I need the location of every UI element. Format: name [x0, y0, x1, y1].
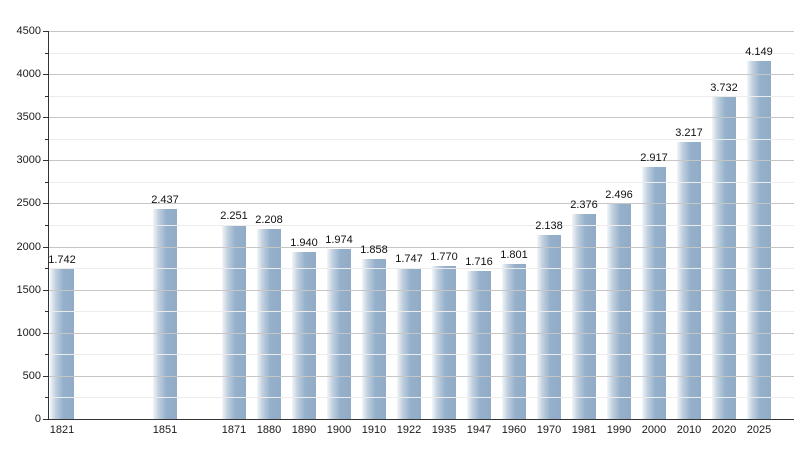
y-tick-750	[45, 354, 48, 355]
y-tick-3750	[45, 96, 48, 97]
x-tick-label-2000: 2000	[641, 424, 667, 436]
bar-1851	[153, 209, 177, 419]
y-tick-label-1000: 1000	[16, 327, 41, 339]
x-tick-label-1960: 1960	[501, 424, 527, 436]
x-tick-label-1922: 1922	[396, 424, 422, 436]
bar-value-label-1990: 2.496	[605, 189, 633, 201]
y-tick-250	[45, 397, 48, 398]
bar-value-label-1890: 1.940	[290, 237, 318, 249]
bar-value-label-1871: 2.251	[220, 210, 248, 222]
bar-1970	[537, 235, 561, 419]
bar-value-label-1821: 1.742	[48, 254, 76, 266]
bar-1900	[327, 249, 351, 419]
y-tick-1250	[45, 311, 48, 312]
bar-2020	[712, 97, 736, 419]
bar-value-label-1960: 1.801	[500, 249, 528, 261]
y-tick-2750	[45, 182, 48, 183]
bar-1981	[572, 214, 596, 419]
y-tick-1000	[43, 333, 48, 334]
bar-value-label-1947: 1.716	[465, 256, 493, 268]
y-tick-500	[43, 376, 48, 377]
x-tick-label-1880: 1880	[256, 424, 282, 436]
x-tick-label-1981: 1981	[571, 424, 597, 436]
x-tick-label-2020: 2020	[711, 424, 737, 436]
x-tick-label-1990: 1990	[606, 424, 632, 436]
x-tick-label-1900: 1900	[326, 424, 352, 436]
bar-value-label-1935: 1.770	[430, 251, 458, 263]
bar-value-label-2025: 4.149	[745, 46, 773, 58]
y-axis-line	[48, 31, 49, 419]
x-tick-label-2010: 2010	[676, 424, 702, 436]
bar-value-label-2010: 3.217	[675, 127, 703, 139]
x-axis-line	[43, 419, 794, 420]
bar-value-label-1970: 2.138	[535, 220, 563, 232]
x-tick-label-1890: 1890	[291, 424, 317, 436]
bar-2000	[642, 167, 666, 419]
bar-value-label-2020: 3.732	[710, 82, 738, 94]
x-tick-label-2025: 2025	[746, 424, 772, 436]
x-tick-label-1910: 1910	[361, 424, 387, 436]
y-tick-3000	[43, 160, 48, 161]
bar-value-label-1922: 1.747	[395, 253, 423, 265]
y-tick-label-3000: 3000	[16, 154, 41, 166]
bar-1922	[397, 268, 421, 419]
bar-2010	[677, 142, 701, 419]
bar-1821	[50, 269, 74, 419]
bar-value-label-1851: 2.437	[151, 194, 179, 206]
bar-value-label-1910: 1.858	[360, 244, 388, 256]
bar-1871	[222, 225, 246, 419]
y-tick-4250	[45, 53, 48, 54]
bar-1880	[257, 229, 281, 419]
y-tick-label-1500: 1500	[16, 284, 41, 296]
y-tick-4000	[43, 74, 48, 75]
y-tick-3500	[43, 117, 48, 118]
y-tick-label-4500: 4500	[16, 25, 41, 37]
y-tick-label-500: 500	[22, 370, 41, 382]
y-tick-1500	[43, 290, 48, 291]
bar-1960	[502, 264, 526, 419]
x-tick-label-1871: 1871	[221, 424, 247, 436]
y-tick-2500	[43, 203, 48, 204]
bar-2025	[747, 61, 771, 419]
bar-1910	[362, 259, 386, 419]
y-tick-2000	[43, 247, 48, 248]
y-tick-label-2500: 2500	[16, 197, 41, 209]
bar-1947	[467, 271, 491, 419]
bar-1935	[432, 266, 456, 419]
bar-value-label-1900: 1.974	[325, 234, 353, 246]
y-tick-4500	[43, 31, 48, 32]
x-tick-label-1947: 1947	[466, 424, 492, 436]
bar-1890	[292, 252, 316, 419]
y-tick-2250	[45, 225, 48, 226]
bar-value-label-2000: 2.917	[640, 152, 668, 164]
x-tick-label-1970: 1970	[536, 424, 562, 436]
y-tick-label-0: 0	[34, 413, 41, 425]
bar-value-label-1981: 2.376	[570, 199, 598, 211]
bar-value-label-1880: 2.208	[255, 214, 283, 226]
y-tick-3250	[45, 139, 48, 140]
y-tick-label-2000: 2000	[16, 241, 41, 253]
y-tick-label-4000: 4000	[16, 68, 41, 80]
x-tick-label-1821: 1821	[49, 424, 75, 436]
x-tick-label-1935: 1935	[431, 424, 457, 436]
y-tick-label-3500: 3500	[16, 111, 41, 123]
x-tick-label-1851: 1851	[152, 424, 178, 436]
y-tick-1750	[45, 268, 48, 269]
